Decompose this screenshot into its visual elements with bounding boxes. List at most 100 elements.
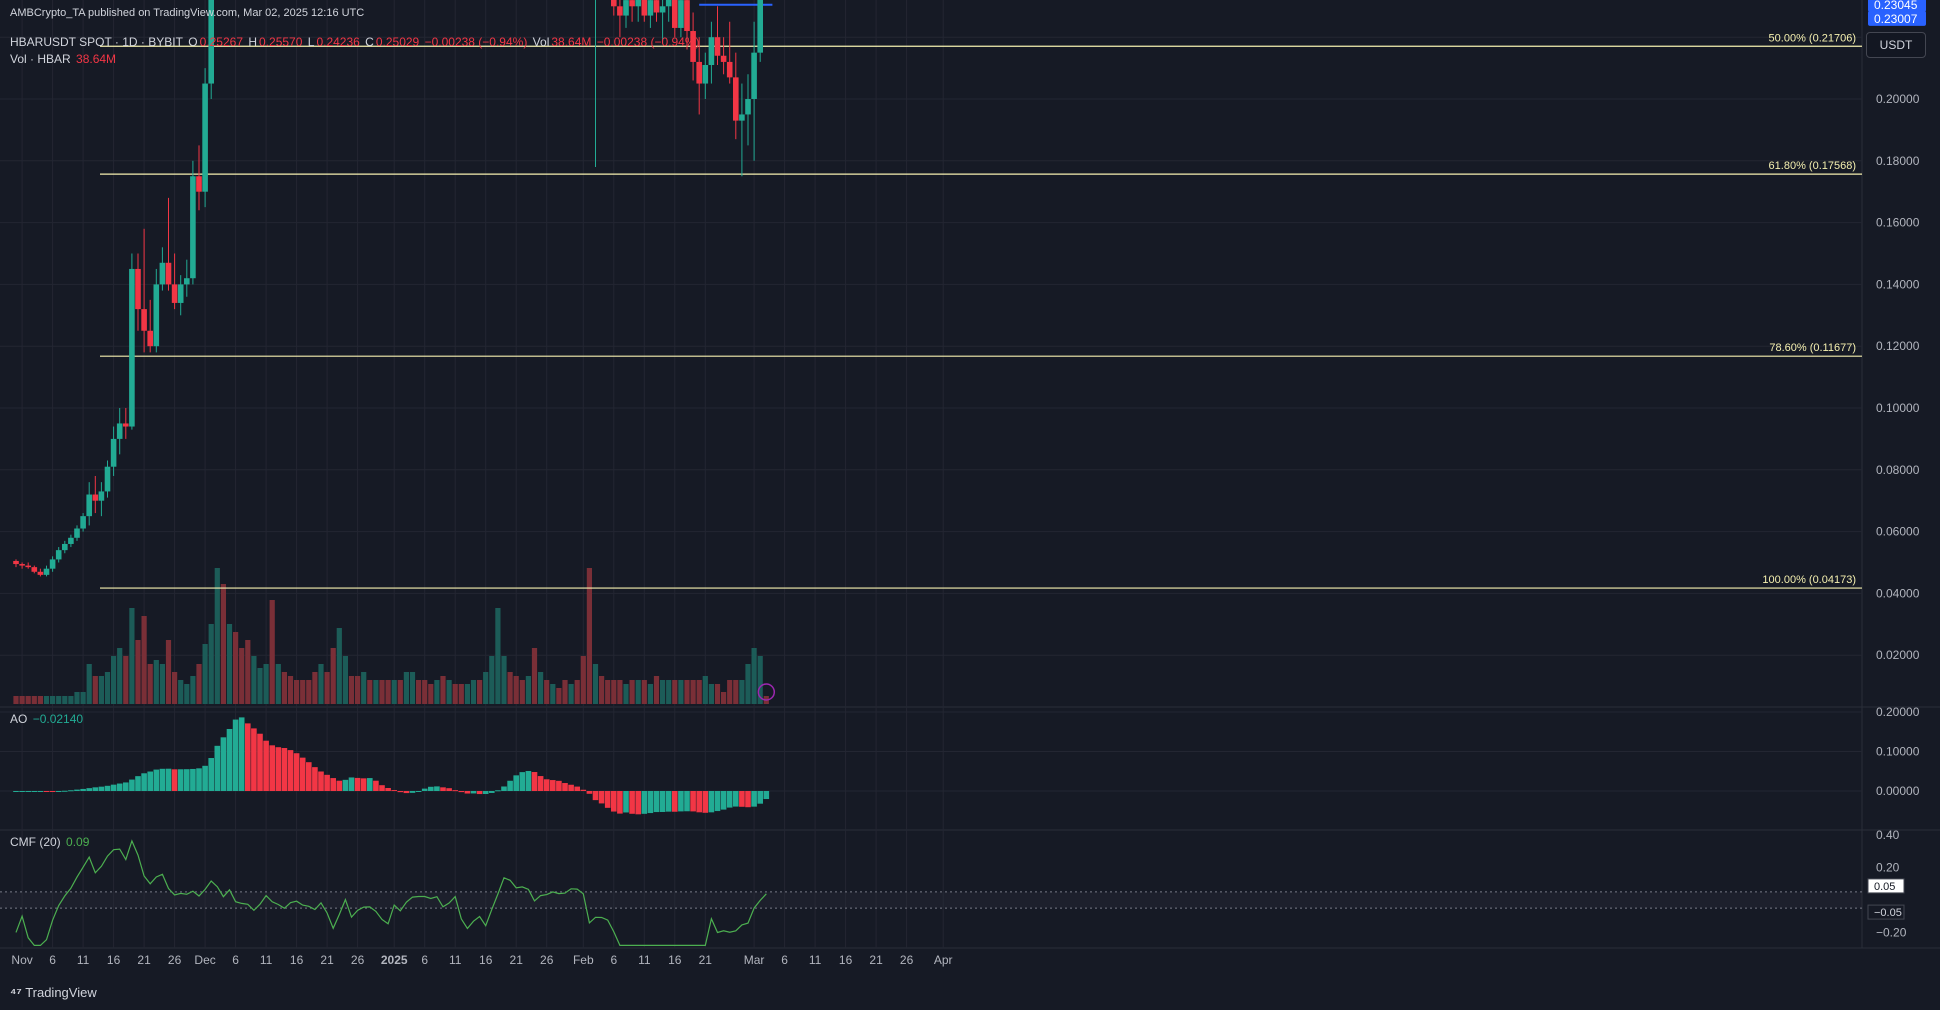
candle-body xyxy=(25,565,31,568)
volume-bar xyxy=(428,684,434,704)
volume-series xyxy=(13,568,769,704)
x-tick-label: Nov xyxy=(11,953,32,967)
ao-bar xyxy=(568,784,574,791)
volume-bar xyxy=(495,608,501,704)
ao-bar xyxy=(751,791,757,807)
volume-bar xyxy=(617,680,623,704)
y-tick-label: 0.16000 xyxy=(1876,216,1920,230)
ao-bar xyxy=(141,773,147,791)
currency-button[interactable]: USDT xyxy=(1866,32,1926,58)
volume-bar xyxy=(501,656,507,704)
volume-bar xyxy=(458,684,464,704)
ao-bar xyxy=(617,791,623,814)
volume-bar xyxy=(220,584,226,704)
cmf-band-label: −0.05 xyxy=(1874,907,1902,919)
volume-bar xyxy=(470,680,477,704)
candle-body xyxy=(714,37,721,56)
x-tick-label: 11 xyxy=(77,953,90,967)
ao-bar xyxy=(184,769,190,791)
price-label-box xyxy=(1868,10,1926,26)
volume-bar xyxy=(629,680,635,704)
price-label: 0.23045 xyxy=(1874,0,1918,12)
ao-bar xyxy=(171,769,178,791)
volume-bar xyxy=(660,680,666,704)
ao-histogram xyxy=(13,717,770,815)
ao-bar xyxy=(409,791,416,793)
candle-body xyxy=(708,37,715,66)
volume-bar xyxy=(477,680,483,704)
volume-bar xyxy=(367,680,373,704)
volume-bar xyxy=(43,696,50,704)
ao-bar xyxy=(452,790,458,792)
candle-body xyxy=(672,0,678,28)
y-tick-label: 0.08000 xyxy=(1876,463,1920,477)
candle-body xyxy=(171,284,178,303)
candle-body xyxy=(641,0,648,16)
volume-bar xyxy=(684,680,690,704)
volume-bar xyxy=(147,664,153,704)
fib-level-label: 61.80% (0.17568) xyxy=(1769,160,1856,172)
ao-bar xyxy=(604,791,611,808)
ao-bar xyxy=(354,777,361,791)
ao-bar xyxy=(647,791,654,814)
volume-bar xyxy=(37,696,43,704)
x-tick-label: 26 xyxy=(540,953,554,967)
volume-bar xyxy=(531,648,538,704)
ao-bar xyxy=(104,785,111,791)
volume-bar xyxy=(165,640,172,704)
volume-bar xyxy=(653,676,660,704)
symbol-name: HBARUSDT SPOT · 1D · BYBIT xyxy=(10,35,183,49)
volume-bar xyxy=(342,656,348,704)
ao-bar xyxy=(397,791,404,793)
volume-bar xyxy=(483,672,489,704)
ao-bar xyxy=(757,791,763,804)
volume-bar xyxy=(580,656,586,704)
volume-bar xyxy=(56,696,62,704)
volume-bar xyxy=(422,680,428,704)
symbol-legend: HBARUSDT SPOT · 1D · BYBIT O 0.25267 H 0.2… xyxy=(10,35,700,49)
candle-body xyxy=(190,176,196,279)
volume-bar xyxy=(355,676,361,704)
candles xyxy=(13,0,763,577)
cmf-tick-label: −0.20 xyxy=(1876,925,1907,939)
y-tick-label: 0.12000 xyxy=(1876,339,1920,353)
candle-body xyxy=(678,0,684,28)
ao-bar xyxy=(550,780,556,791)
volume-bar xyxy=(269,600,275,704)
ao-bar xyxy=(360,778,367,791)
fib-level-label: 78.60% (0.11677) xyxy=(1769,342,1856,354)
ao-bar xyxy=(245,723,251,791)
volume-bar xyxy=(708,684,714,704)
candle-body xyxy=(202,83,208,192)
ao-bar xyxy=(476,791,483,795)
ao-bar xyxy=(629,791,635,814)
ao-bar xyxy=(336,780,343,791)
candle-body xyxy=(745,99,751,115)
candle-body xyxy=(31,567,38,572)
volume-bar xyxy=(696,680,702,704)
y-tick-label: 0.02000 xyxy=(1876,648,1920,662)
ao-bar xyxy=(464,791,471,794)
candle-body xyxy=(757,0,763,53)
ao-bar xyxy=(324,774,330,791)
volume-bar xyxy=(318,664,324,704)
fib-level-label: 100.00% (0.04173) xyxy=(1762,574,1856,586)
ao-bar xyxy=(281,748,288,791)
volume-bar xyxy=(702,676,708,704)
ao-bar xyxy=(678,791,684,812)
ao-bar xyxy=(367,778,373,791)
volume-bar xyxy=(538,672,544,704)
volume-bar xyxy=(153,660,159,704)
candle-body xyxy=(739,114,745,121)
candle-body xyxy=(62,543,68,551)
volume-bar xyxy=(733,680,739,704)
volume-bar xyxy=(190,676,196,704)
candle-body xyxy=(690,31,696,62)
ao-bar xyxy=(98,786,105,791)
volume-bar xyxy=(544,680,550,704)
volume-bar xyxy=(690,680,696,704)
candle-body xyxy=(135,268,141,310)
ao-bar xyxy=(739,791,745,807)
